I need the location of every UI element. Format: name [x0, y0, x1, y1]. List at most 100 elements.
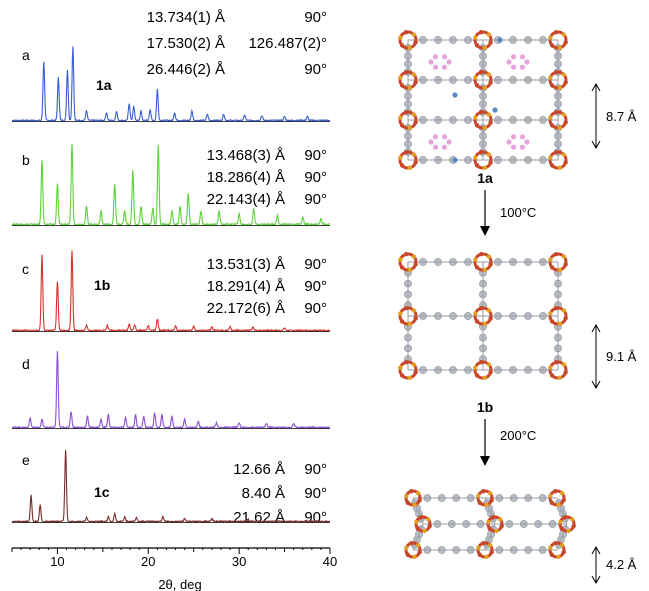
- atom: [557, 375, 562, 381]
- atom: [561, 362, 567, 367]
- x-tick-label: 10: [50, 554, 64, 569]
- atom: [411, 72, 417, 77]
- guest-atom: [428, 59, 434, 65]
- atom: [477, 500, 483, 505]
- atom: [404, 251, 409, 257]
- atom: [477, 552, 483, 557]
- nitrogen-atom: [452, 157, 458, 163]
- atom: [489, 497, 494, 503]
- cell-angle: 90°: [304, 169, 327, 186]
- atom: [479, 251, 484, 257]
- spacing-arrow-1a: [591, 82, 601, 150]
- cell-length: 8.40 Å: [242, 485, 285, 502]
- atom: [554, 109, 559, 115]
- cell-length: 18.291(4) Å: [207, 278, 285, 295]
- cell-length: 17.530(2) Å: [147, 35, 225, 52]
- atom: [557, 321, 562, 327]
- cell-angle: 90°: [304, 509, 327, 526]
- atom: [474, 123, 480, 128]
- atom: [407, 45, 412, 51]
- atom: [482, 85, 487, 91]
- atom: [479, 149, 484, 155]
- atom: [413, 370, 418, 375]
- guest-atom: [519, 144, 526, 150]
- spacing-arrow-1b: [591, 323, 601, 390]
- atom: [417, 549, 422, 555]
- atom: [407, 375, 412, 381]
- diffraction-trace-d: [11, 351, 331, 430]
- pxrd-plot: 10 20 30 40 2θ, deg a 1a 13.734(1) Å 90° 17…: [11, 9, 337, 591]
- atom: [407, 321, 412, 327]
- cell-angle: 90°: [304, 256, 327, 273]
- panel-b: b 13.468(3) Å 90° 18.286(4) Å 90° 22.143…: [22, 147, 327, 208]
- atom: [548, 35, 553, 40]
- atom: [425, 517, 431, 522]
- atom: [482, 267, 487, 273]
- atom: [413, 80, 418, 85]
- atom: [479, 29, 484, 35]
- atom: [482, 321, 487, 327]
- atom: [488, 40, 493, 45]
- atom: [557, 125, 562, 131]
- atom: [563, 514, 568, 520]
- atom: [419, 514, 424, 520]
- atom: [398, 35, 403, 40]
- atom: [486, 519, 491, 525]
- panel-c: c 1b 13.531(3) Å 90° 18.291(4) Å 90° 22.…: [22, 256, 327, 317]
- atom: [559, 526, 565, 531]
- atom: [399, 265, 405, 270]
- cell-length: 21.62 Å: [233, 509, 285, 526]
- atom: [398, 257, 403, 262]
- atom: [415, 526, 421, 531]
- atom: [561, 112, 567, 117]
- guest-atom: [510, 64, 517, 70]
- spacing-arrow-1c: [591, 545, 601, 585]
- nitrogen-atom: [492, 107, 498, 113]
- atom: [404, 29, 409, 35]
- atom: [473, 365, 478, 370]
- atom: [553, 540, 558, 546]
- atom: [557, 267, 562, 273]
- atom: [415, 491, 421, 496]
- cell-angle: 126.487(2)°: [248, 35, 327, 52]
- atom: [488, 370, 493, 375]
- atom: [482, 165, 487, 171]
- atom: [473, 35, 478, 40]
- transition-arrow-2: [480, 419, 490, 466]
- structure-label: 1b: [477, 399, 493, 415]
- atom: [548, 115, 553, 120]
- atom: [549, 552, 555, 557]
- atom: [411, 32, 417, 37]
- atom: [557, 45, 562, 51]
- atom: [399, 43, 405, 48]
- atom: [563, 262, 568, 267]
- atom: [398, 155, 403, 160]
- atom: [561, 72, 567, 77]
- guest-atom: [441, 144, 448, 150]
- atom: [554, 149, 559, 155]
- atom: [558, 519, 563, 525]
- atom: [474, 319, 480, 324]
- atom: [561, 549, 566, 555]
- guest-atom: [441, 134, 448, 140]
- diffraction-trace-e: [11, 449, 331, 524]
- atom: [413, 120, 418, 125]
- atom: [414, 519, 419, 525]
- atom: [404, 69, 409, 75]
- guest-atom: [524, 139, 530, 145]
- panel-letter: c: [22, 261, 29, 277]
- lattice-drawings: [398, 29, 576, 560]
- atom: [481, 488, 486, 494]
- atom: [563, 120, 568, 125]
- atom: [417, 497, 422, 503]
- atom: [405, 500, 411, 505]
- linker-bond: [412, 497, 424, 525]
- atom: [549, 373, 555, 378]
- diffraction-trace-a: [11, 46, 331, 123]
- atom: [557, 165, 562, 171]
- transition-label: 200°C: [500, 428, 536, 443]
- atom: [404, 109, 409, 115]
- cell-angle: 90°: [304, 9, 327, 26]
- panel-letter: a: [22, 47, 30, 63]
